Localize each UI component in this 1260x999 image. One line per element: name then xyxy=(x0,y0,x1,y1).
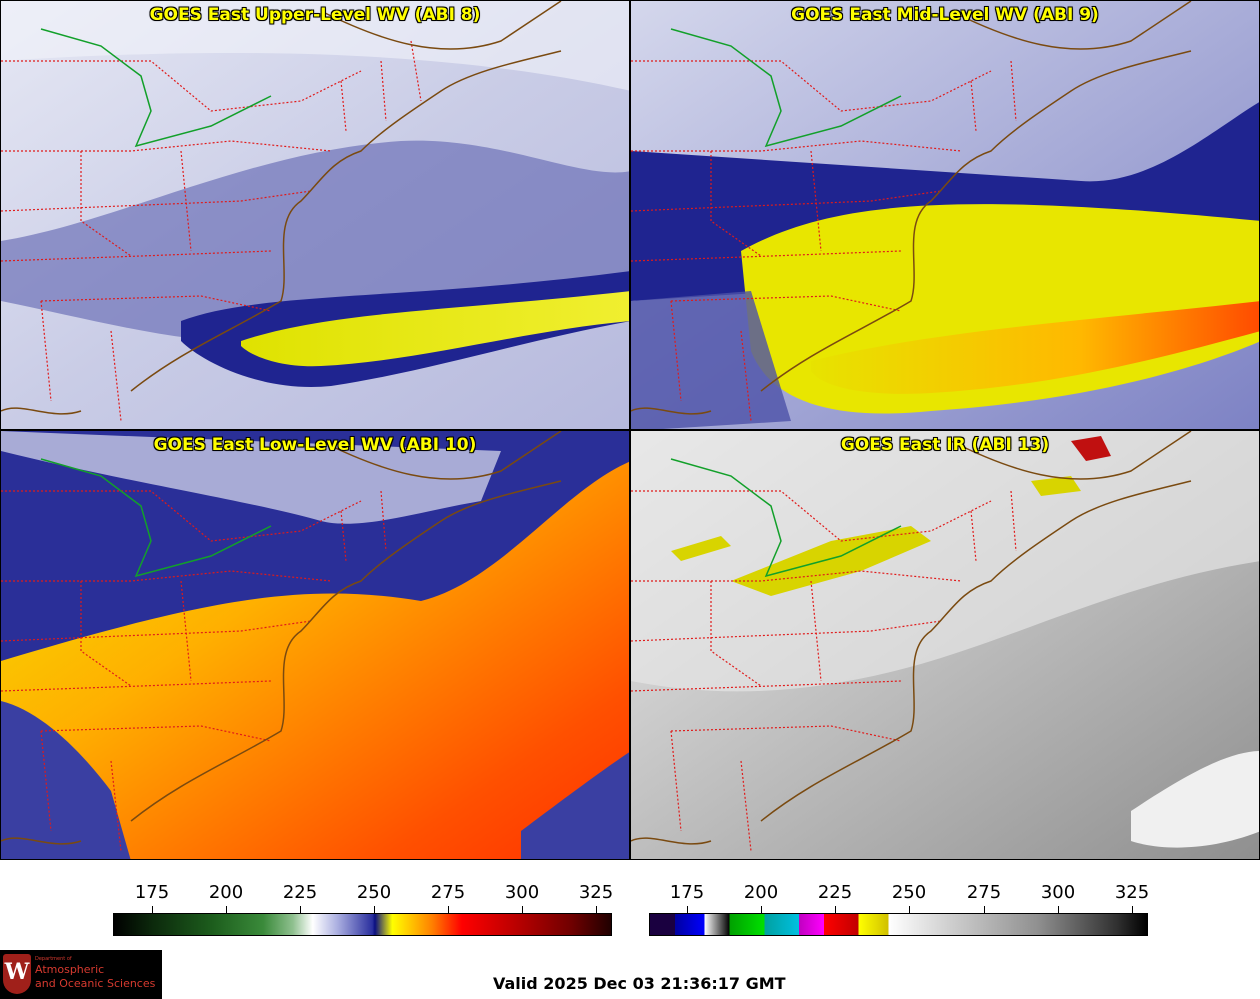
panel-low-level-wv: GOES East Low-Level WV (ABI 10) xyxy=(0,430,630,860)
ir-tick-label: 250 xyxy=(891,882,927,903)
panel-mid-level-wv: GOES East Mid-Level WV (ABI 9) xyxy=(630,0,1260,430)
aos-logo: W Department of Atmospheric and Oceanic … xyxy=(0,950,162,999)
wv-tick-label: 300 xyxy=(504,882,540,903)
wv-tick-label: 250 xyxy=(356,882,392,903)
ir-tick-mark xyxy=(1058,906,1059,913)
logo-line-2: and Oceanic Sciences xyxy=(35,977,156,990)
panel-title: GOES East Mid-Level WV (ABI 9) xyxy=(791,5,1099,25)
wv-tick-label: 325 xyxy=(578,882,614,903)
ir-tick-label: 225 xyxy=(817,882,853,903)
ir-tick-label: 200 xyxy=(743,882,779,903)
panel-title: GOES East Upper-Level WV (ABI 8) xyxy=(149,5,481,25)
panel-ir: GOES East IR (ABI 13) xyxy=(630,430,1260,860)
wv-tick-mark xyxy=(596,906,597,913)
ir-image xyxy=(631,431,1259,859)
upper-level-wv-image xyxy=(1,1,629,429)
wv-tick-mark xyxy=(152,906,153,913)
ir-tick-mark xyxy=(984,906,985,913)
ir-tick-mark xyxy=(761,906,762,913)
uw-shield-icon: W xyxy=(3,954,31,994)
wv-tick-label: 225 xyxy=(282,882,318,903)
wv-tick-label: 200 xyxy=(208,882,244,903)
ir-colorbar xyxy=(649,913,1148,936)
wv-colorbar xyxy=(113,913,612,936)
wv-tick-mark xyxy=(300,906,301,913)
ir-tick-mark xyxy=(835,906,836,913)
ir-tick-label: 175 xyxy=(669,882,705,903)
low-level-wv-image xyxy=(1,431,629,859)
valid-time: Valid 2025 Dec 03 21:36:17 GMT xyxy=(493,974,786,993)
ir-tick-label: 275 xyxy=(966,882,1002,903)
ir-tick-mark xyxy=(1132,906,1133,913)
ir-tick-label: 325 xyxy=(1114,882,1150,903)
mid-level-wv-image xyxy=(631,1,1259,429)
ir-tick-mark xyxy=(687,906,688,913)
panel-title: GOES East IR (ABI 13) xyxy=(840,435,1050,455)
wv-tick-label: 275 xyxy=(430,882,466,903)
ir-tick-label: 300 xyxy=(1040,882,1076,903)
logo-line-1: Atmospheric xyxy=(35,963,105,976)
panel-title: GOES East Low-Level WV (ABI 10) xyxy=(153,435,477,455)
wv-tick-mark xyxy=(522,906,523,913)
wv-tick-mark xyxy=(448,906,449,913)
logo-department: Department of xyxy=(35,956,72,962)
ir-tick-mark xyxy=(909,906,910,913)
wv-tick-mark xyxy=(374,906,375,913)
wv-tick-label: 175 xyxy=(134,882,170,903)
panel-upper-level-wv: GOES East Upper-Level WV (ABI 8) xyxy=(0,0,630,430)
wv-tick-mark xyxy=(226,906,227,913)
